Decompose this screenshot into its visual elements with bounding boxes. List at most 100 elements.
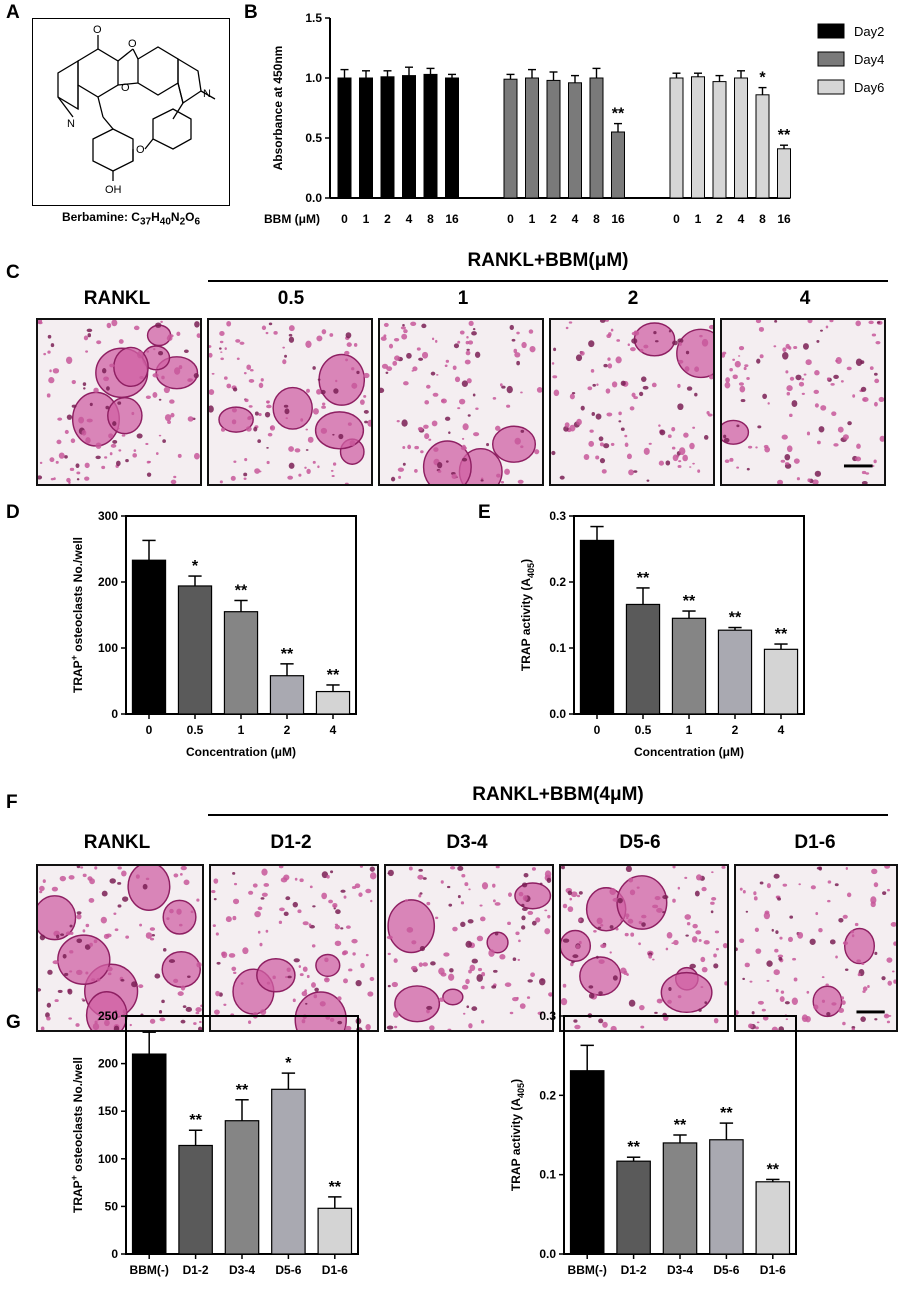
panel-letter-e: E — [478, 502, 491, 523]
small-cell — [110, 443, 117, 448]
small-cell — [326, 874, 330, 879]
small-cell — [176, 331, 181, 337]
small-cell — [732, 358, 736, 361]
small-cell — [578, 891, 583, 895]
small-cell — [786, 445, 793, 453]
small-cell — [779, 936, 783, 940]
bar — [546, 79, 561, 199]
small-cell — [631, 392, 636, 398]
small-cell — [288, 446, 294, 452]
small-cell — [59, 875, 67, 882]
small-cell — [225, 916, 232, 923]
small-cell — [138, 984, 144, 989]
small-cell — [486, 442, 490, 447]
column-header-f5: D1-6 — [794, 832, 836, 853]
small-cell — [220, 351, 223, 353]
small-cell — [111, 320, 118, 327]
small-cell — [81, 429, 87, 436]
small-cell — [321, 892, 328, 900]
small-cell — [420, 450, 424, 454]
small-cell — [643, 344, 649, 349]
small-cell — [513, 348, 518, 354]
x-tick-label: 2 — [550, 212, 557, 226]
small-cell — [337, 996, 342, 1001]
small-cell — [76, 911, 82, 915]
small-cell — [506, 404, 511, 408]
small-cell — [891, 970, 895, 973]
small-cell — [861, 480, 868, 484]
small-cell — [609, 887, 617, 895]
column-header-f2: D1-2 — [270, 832, 312, 853]
small-cell — [105, 377, 109, 379]
small-cell — [738, 382, 744, 386]
small-cell — [571, 960, 575, 964]
small-cell — [155, 452, 159, 455]
small-cell — [117, 427, 120, 430]
small-cell — [527, 910, 534, 915]
small-cell — [70, 438, 76, 444]
x-tick-label: 2 — [284, 723, 291, 737]
small-cell — [465, 978, 470, 985]
small-cell — [695, 930, 702, 935]
y-axis-label: TRAP+ osteoclasts No./well — [69, 1057, 85, 1213]
small-cell — [282, 346, 285, 349]
small-cell — [266, 401, 270, 404]
small-cell — [774, 320, 778, 323]
small-cell — [821, 976, 825, 979]
small-cell — [219, 340, 224, 344]
small-cell — [611, 381, 618, 388]
small-cell — [82, 929, 86, 933]
osteoclast-cell — [843, 927, 876, 965]
small-cell — [742, 889, 746, 894]
small-cell — [195, 1011, 200, 1015]
small-cell — [786, 391, 791, 396]
chart-h: 0.0 0.1 0.2 0.3 TRAP activity (A405) BBM(-) **… — [509, 1009, 797, 1277]
small-cell — [312, 905, 316, 908]
small-cell — [573, 1019, 578, 1023]
small-cell — [535, 917, 541, 923]
small-cell — [410, 965, 418, 971]
small-cell — [226, 320, 232, 327]
small-cell — [671, 942, 674, 944]
small-cell — [871, 868, 878, 875]
small-cell — [51, 886, 59, 892]
small-cell — [334, 940, 342, 947]
panel-letter-f: F — [6, 792, 18, 813]
small-cell — [190, 910, 194, 914]
small-cell — [493, 969, 498, 973]
small-cell — [461, 437, 465, 440]
small-cell — [620, 427, 625, 431]
small-cell — [841, 1000, 846, 1005]
small-cell — [121, 434, 126, 437]
small-cell — [265, 929, 269, 933]
small-cell — [855, 358, 863, 367]
x-tick-label: 1 — [695, 212, 702, 226]
small-cell — [386, 935, 393, 940]
small-cell — [180, 985, 186, 991]
small-cell — [247, 415, 253, 420]
small-cell — [82, 382, 87, 386]
small-cell — [404, 899, 409, 902]
small-cell — [387, 984, 391, 988]
small-cell — [232, 871, 236, 875]
x-axis-label: Concentration (μM) — [634, 745, 744, 759]
small-cell — [779, 996, 785, 1003]
small-cell — [195, 1007, 202, 1013]
small-cell — [50, 477, 55, 481]
small-cell — [209, 345, 212, 348]
compound-formula: Berbamine: C37H40N2O6 — [61, 210, 201, 228]
small-cell — [94, 1020, 98, 1025]
small-cell — [842, 941, 849, 946]
small-cell — [816, 440, 821, 445]
osteoclast-cell — [722, 419, 750, 445]
small-cell — [57, 417, 63, 421]
small-cell — [860, 386, 867, 392]
small-cell — [683, 432, 689, 438]
small-cell — [745, 910, 749, 913]
small-cell — [665, 460, 671, 466]
bar — [223, 611, 259, 715]
small-cell — [628, 877, 634, 883]
small-cell — [599, 320, 606, 323]
small-cell — [244, 398, 249, 403]
significance-label: ** — [235, 582, 248, 599]
